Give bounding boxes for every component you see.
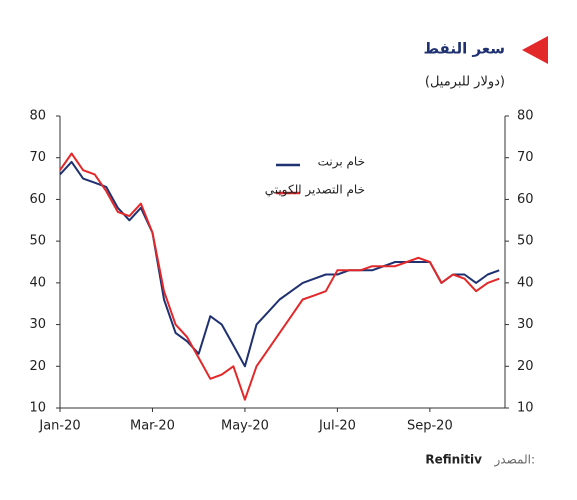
title-icon: [522, 36, 548, 64]
y2-tick-label: 50: [517, 234, 534, 249]
source: Refinitiv: [425, 453, 482, 467]
x-tick-label: May-20: [221, 419, 269, 434]
x-tick-label: Jul-20: [318, 419, 356, 434]
y-tick-label: 10: [29, 401, 46, 416]
legend-label: خام برنت: [318, 155, 365, 170]
y2-tick-label: 60: [517, 192, 534, 207]
y2-tick-label: 30: [517, 317, 534, 332]
x-tick-label: Mar-20: [130, 419, 175, 434]
source-label: المصدر:: [494, 453, 535, 468]
series-line: [59, 152, 500, 401]
y2-tick-label: 10: [517, 401, 534, 416]
y2-tick-label: 70: [517, 150, 534, 165]
y2-tick-label: 80: [517, 109, 534, 124]
y-tick-label: 30: [29, 317, 46, 332]
legend-label: خام التصدير الكويتي: [265, 183, 365, 198]
y-tick-label: 70: [29, 150, 46, 165]
x-tick-label: Jan-20: [38, 419, 80, 434]
y-tick-label: 80: [29, 109, 46, 124]
y2-tick-label: 20: [517, 359, 534, 374]
y-tick-label: 40: [29, 275, 46, 290]
y2-tick-label: 40: [517, 275, 534, 290]
chart-subtitle: (دولار للبرميل): [425, 75, 505, 90]
x-tick-label: Sep-20: [407, 419, 453, 434]
series-line: [59, 160, 500, 368]
chart-title: سعر النفط: [423, 40, 505, 58]
y-tick-label: 60: [29, 192, 46, 207]
y-tick-label: 50: [29, 234, 46, 249]
y-tick-label: 20: [29, 359, 46, 374]
